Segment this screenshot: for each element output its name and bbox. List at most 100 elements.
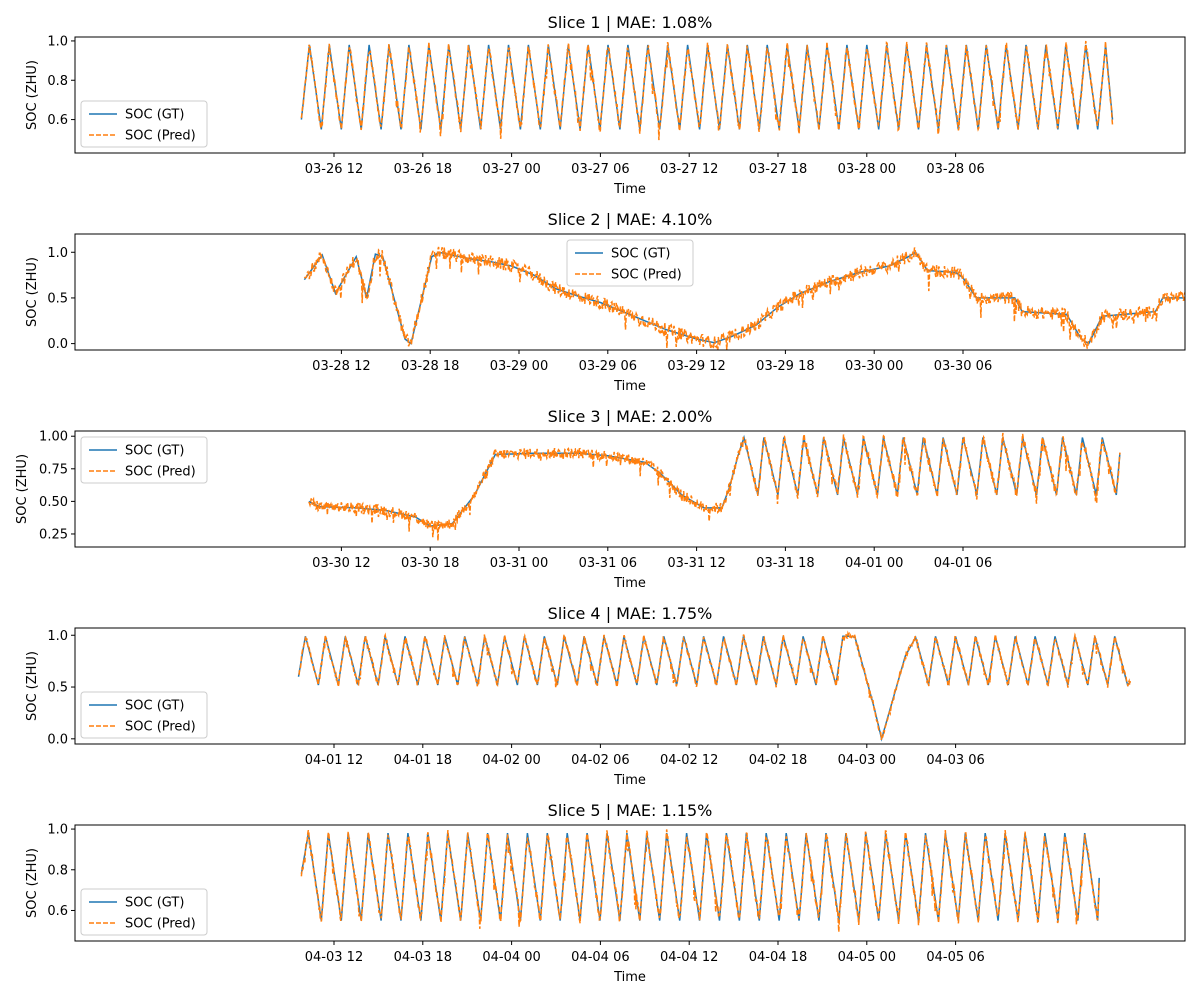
chart-panel-5: Slice 5 | MAE: 1.15% 04-03 12 04-03 18 04-0…	[25, 801, 1186, 985]
x-tick-label: 03-27 00	[482, 162, 540, 177]
x-tick-label: 04-01 18	[394, 753, 452, 768]
legend: SOC (GT) SOC (Pred)	[80, 100, 208, 148]
x-tick-label: 03-30 00	[845, 359, 903, 374]
x-tick-label: 04-02 18	[749, 753, 807, 768]
y-tick-label: 0.8	[47, 74, 68, 89]
legend-label-pred: SOC (Pred)	[125, 129, 196, 144]
series-group	[303, 246, 1185, 350]
x-tick-label: 03-30 06	[934, 359, 992, 374]
y-tick-label: 0.6	[47, 904, 68, 919]
series-group	[308, 432, 1121, 541]
legend: SOC (GT) SOC (Pred)	[566, 239, 694, 287]
x-tick-label: 04-04 06	[571, 950, 629, 965]
y-axis-label: SOC (ZHU)	[15, 454, 30, 524]
x-tick-label: 03-28 18	[401, 359, 459, 374]
series-line-gt	[300, 832, 1100, 921]
y-tick-label: 0.8	[47, 863, 68, 878]
y-tick-label: 0.75	[39, 462, 68, 477]
y-tick-label: 0.0	[47, 732, 68, 747]
series-line-pred	[303, 246, 1185, 350]
series-group	[300, 40, 1114, 141]
y-axis-label: SOC (ZHU)	[25, 651, 40, 721]
series-group	[297, 630, 1131, 742]
x-tick-label: 03-29 00	[490, 359, 548, 374]
x-tick-label: 04-05 06	[926, 950, 984, 965]
series-line-pred	[300, 829, 1100, 932]
plot-frame	[74, 233, 1186, 351]
chart-title: Slice 5 | MAE: 1.15%	[548, 801, 713, 820]
legend: SOC (GT) SOC (Pred)	[80, 888, 208, 936]
x-axis-label: Time	[613, 576, 646, 591]
chart-title: Slice 2 | MAE: 4.10%	[548, 210, 713, 229]
x-tick-label: 03-26 18	[394, 162, 452, 177]
y-axis-label: SOC (ZHU)	[25, 60, 40, 130]
chart-panel-1: Slice 1 | MAE: 1.08% 03-26 12 03-26 18 03-2…	[25, 13, 1186, 197]
y-tick-label: 1.0	[47, 34, 68, 49]
chart-title: Slice 3 | MAE: 2.00%	[548, 407, 713, 426]
x-tick-label: 04-01 06	[934, 556, 992, 571]
y-tick-label: 0.5	[47, 681, 68, 696]
chart-panel-2: Slice 2 | MAE: 4.10% 03-28 12 03-28 18 03-2…	[25, 210, 1186, 394]
x-tick-label: 04-04 18	[749, 950, 807, 965]
y-tick-label: 1.0	[47, 629, 68, 644]
x-axis-label: Time	[613, 379, 646, 394]
x-tick-label: 03-28 06	[926, 162, 984, 177]
x-tick-label: 04-02 00	[482, 753, 540, 768]
x-tick-label: 04-03 18	[394, 950, 452, 965]
y-tick-label: 1.0	[47, 823, 68, 838]
legend-label-pred: SOC (Pred)	[611, 268, 682, 283]
y-tick-label: 0.5	[47, 291, 68, 306]
x-tick-label: 04-02 06	[571, 753, 629, 768]
x-tick-label: 04-03 00	[838, 753, 896, 768]
x-axis-label: Time	[613, 773, 646, 788]
series-group	[300, 829, 1100, 932]
legend: SOC (GT) SOC (Pred)	[80, 436, 208, 484]
chart-panel-3: Slice 3 | MAE: 2.00% 03-30 12 03-30 18 03-3…	[15, 407, 1186, 591]
y-tick-label: 0.50	[39, 495, 68, 510]
x-tick-label: 04-02 12	[660, 753, 718, 768]
legend-label-pred: SOC (Pred)	[125, 917, 196, 932]
legend-label-gt: SOC (GT)	[125, 896, 184, 911]
x-tick-label: 03-27 12	[660, 162, 718, 177]
legend-label-gt: SOC (GT)	[125, 699, 184, 714]
legend-label-gt: SOC (GT)	[125, 108, 184, 123]
series-line-gt	[308, 434, 1121, 527]
x-tick-label: 03-31 00	[490, 556, 548, 571]
legend-label-gt: SOC (GT)	[125, 444, 184, 459]
plot-frame	[74, 36, 1186, 154]
y-tick-label: 1.00	[39, 430, 68, 445]
y-tick-label: 0.25	[39, 527, 68, 542]
legend: SOC (GT) SOC (Pred)	[80, 691, 208, 739]
y-axis-label: SOC (ZHU)	[25, 257, 40, 327]
y-tick-label: 0.0	[47, 337, 68, 352]
x-tick-label: 04-04 00	[482, 950, 540, 965]
y-tick-label: 0.6	[47, 113, 68, 128]
x-axis-label: Time	[613, 970, 646, 985]
x-tick-label: 03-27 06	[571, 162, 629, 177]
plot-frame	[74, 627, 1186, 745]
x-tick-label: 04-01 12	[305, 753, 363, 768]
legend-label-pred: SOC (Pred)	[125, 465, 196, 480]
x-tick-label: 03-26 12	[305, 162, 363, 177]
plot-frame	[74, 430, 1186, 548]
x-tick-label: 03-27 18	[749, 162, 807, 177]
x-axis-label: Time	[613, 182, 646, 197]
series-line-gt	[303, 251, 1185, 345]
chart-panel-4: Slice 4 | MAE: 1.75% 04-01 12 04-01 18 04-0…	[25, 604, 1186, 788]
x-tick-label: 03-28 00	[838, 162, 896, 177]
x-tick-label: 03-29 12	[667, 359, 725, 374]
plot-frame	[74, 824, 1186, 942]
x-tick-label: 03-30 18	[401, 556, 459, 571]
series-line-pred	[308, 432, 1121, 541]
x-tick-label: 03-29 18	[756, 359, 814, 374]
x-tick-label: 03-31 18	[756, 556, 814, 571]
chart-title: Slice 4 | MAE: 1.75%	[548, 604, 713, 623]
x-tick-label: 03-31 12	[667, 556, 725, 571]
series-line-pred	[300, 40, 1114, 141]
x-tick-label: 04-04 12	[660, 950, 718, 965]
y-tick-label: 1.0	[47, 246, 68, 261]
x-tick-label: 03-31 06	[579, 556, 637, 571]
legend-label-gt: SOC (GT)	[611, 247, 670, 262]
